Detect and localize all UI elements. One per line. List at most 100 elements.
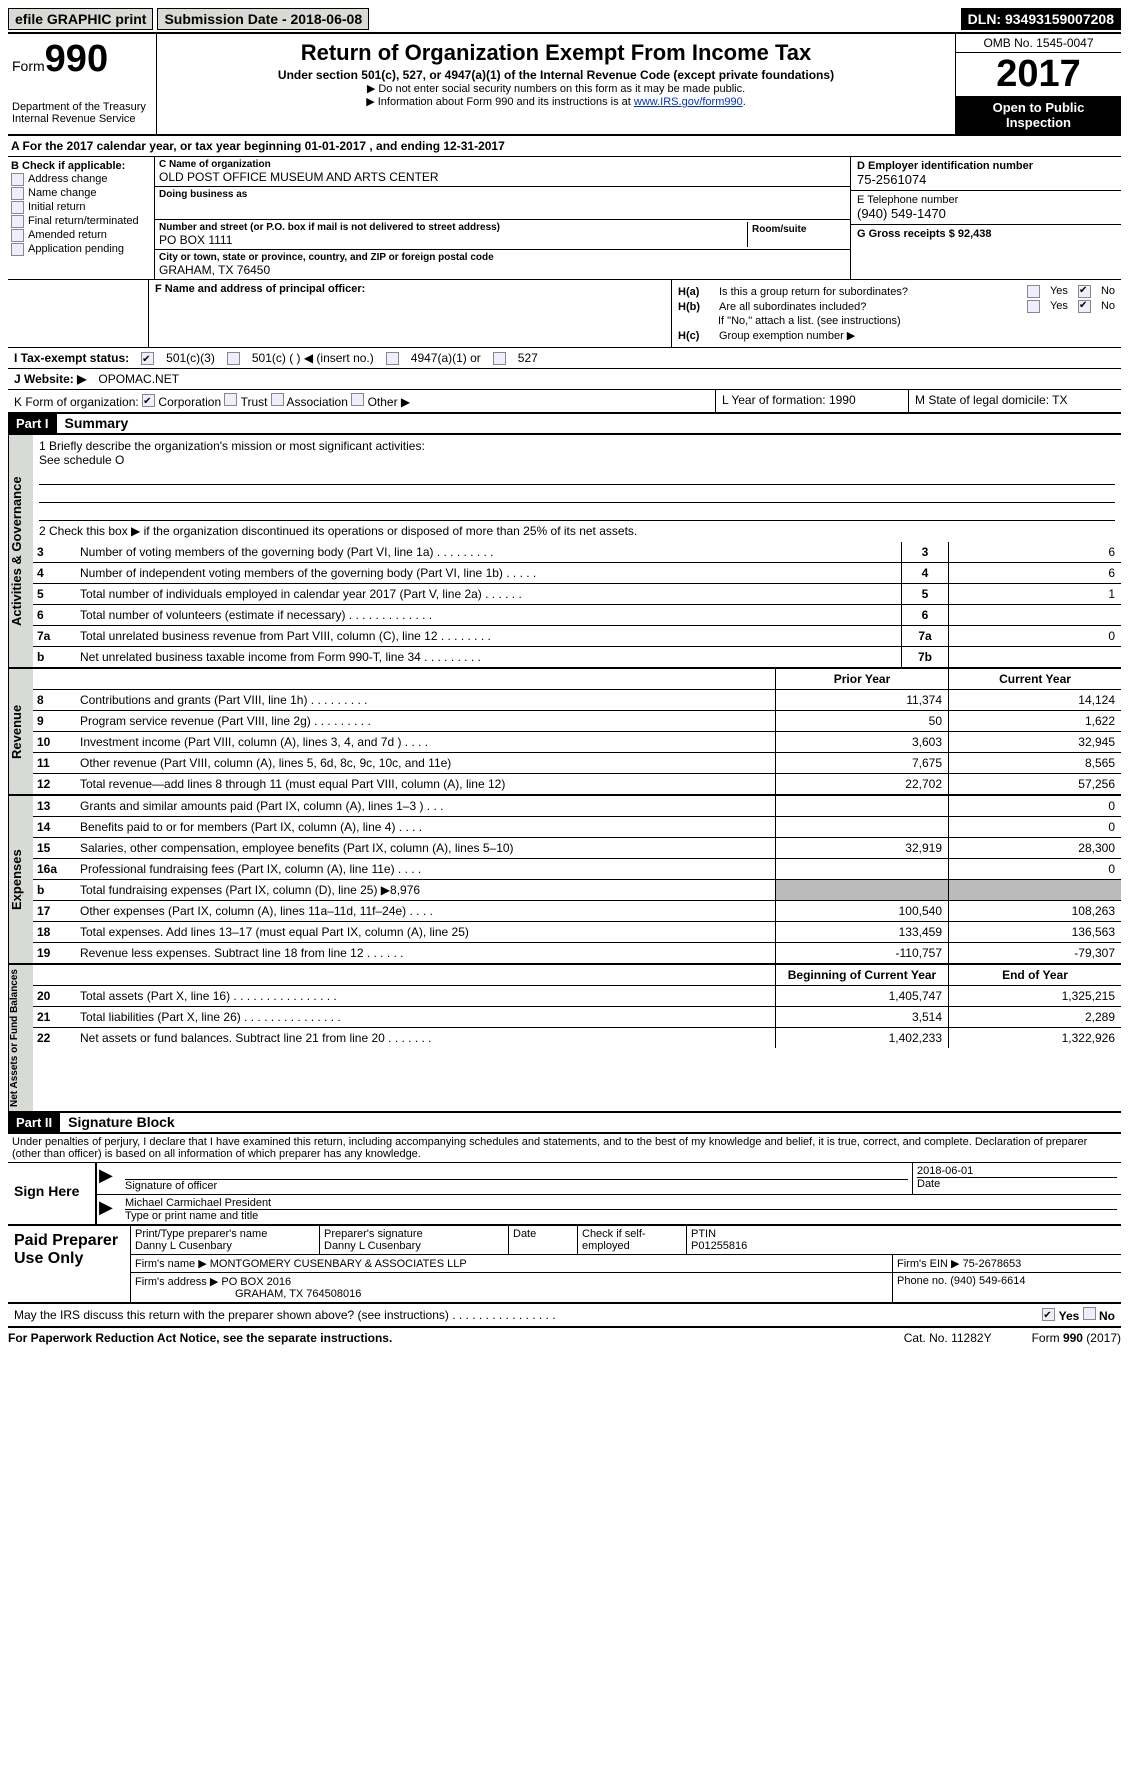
q1-label: 1 Briefly describe the organization's mi… (39, 439, 1115, 453)
cb-initial-return[interactable] (11, 201, 24, 214)
row-fh: F Name and address of principal officer:… (8, 280, 1121, 348)
table-row: 11Other revenue (Part VIII, column (A), … (33, 753, 1121, 774)
cb-assoc[interactable] (271, 393, 284, 406)
dept-label: Department of the Treasury (12, 101, 152, 113)
ha-no[interactable] (1078, 285, 1091, 298)
col-b: B Check if applicable: Address change Na… (8, 157, 155, 279)
row-k: K Form of organization: Corporation Trus… (8, 390, 1121, 414)
dln-box: DLN: 93493159007208 (961, 8, 1121, 30)
q2-label: 2 Check this box ▶ if the organization d… (39, 524, 1115, 538)
cb-corp[interactable] (142, 394, 155, 407)
tax-year: 2017 (956, 53, 1121, 96)
cb-4947[interactable] (386, 352, 399, 365)
sign-here-label: Sign Here (8, 1163, 95, 1224)
part2-header: Part IISignature Block (8, 1113, 1121, 1134)
table-row: 20Total assets (Part X, line 16) . . . .… (33, 986, 1121, 1007)
table-row: 14Benefits paid to or for members (Part … (33, 817, 1121, 838)
hb-yes[interactable] (1027, 300, 1040, 313)
city-label: City or town, state or province, country… (159, 252, 846, 263)
discuss-yes[interactable] (1042, 1308, 1055, 1321)
table-row: 17Other expenses (Part IX, column (A), l… (33, 901, 1121, 922)
form-number: 990 (45, 38, 108, 80)
cb-amended[interactable] (11, 229, 24, 242)
efile-box: efile GRAPHIC print (8, 8, 153, 30)
tab-activities: Activities & Governance (8, 435, 33, 667)
ha-yes[interactable] (1027, 285, 1040, 298)
cb-501c[interactable] (227, 352, 240, 365)
website-value: OPOMAC.NET (98, 372, 179, 386)
table-row: 18Total expenses. Add lines 13–17 (must … (33, 922, 1121, 943)
ein-value: 75-2561074 (857, 172, 1115, 187)
omb-number: OMB No. 1545-0047 (956, 34, 1121, 53)
header-center: Return of Organization Exempt From Incom… (157, 34, 955, 134)
table-row: 6Total number of volunteers (estimate if… (33, 605, 1121, 626)
org-name-label: C Name of organization (159, 159, 846, 170)
table-row: bNet unrelated business taxable income f… (33, 647, 1121, 667)
room-label: Room/suite (752, 224, 842, 235)
cb-501c3[interactable] (141, 352, 154, 365)
table-row: 22Net assets or fund balances. Subtract … (33, 1028, 1121, 1048)
org-name: OLD POST OFFICE MUSEUM AND ARTS CENTER (159, 170, 846, 184)
table-row: 16aProfessional fundraising fees (Part I… (33, 859, 1121, 880)
ein-label: D Employer identification number (857, 160, 1115, 172)
cb-527[interactable] (493, 352, 506, 365)
street-value: PO BOX 1111 (159, 233, 747, 247)
cb-app-pending[interactable] (11, 243, 24, 256)
table-row: 13Grants and similar amounts paid (Part … (33, 796, 1121, 817)
table-row: 9Program service revenue (Part VIII, lin… (33, 711, 1121, 732)
table-row: 3Number of voting members of the governi… (33, 542, 1121, 563)
cb-final-return[interactable] (11, 215, 24, 228)
revenue-section: Revenue Prior YearCurrent Year 8Contribu… (8, 669, 1121, 796)
table-row: 8Contributions and grants (Part VIII, li… (33, 690, 1121, 711)
table-row: 4Number of independent voting members of… (33, 563, 1121, 584)
irs-label: Internal Revenue Service (12, 113, 152, 125)
discuss-row: May the IRS discuss this return with the… (8, 1304, 1121, 1328)
expenses-section: Expenses 13Grants and similar amounts pa… (8, 796, 1121, 965)
table-row: bTotal fundraising expenses (Part IX, co… (33, 880, 1121, 901)
header-left: Form990 Department of the Treasury Inter… (8, 34, 157, 134)
cb-trust[interactable] (224, 393, 237, 406)
col-d: D Employer identification number 75-2561… (850, 157, 1121, 279)
discuss-no[interactable] (1083, 1307, 1096, 1320)
table-row: 12Total revenue—add lines 8 through 11 (… (33, 774, 1121, 794)
hb-no[interactable] (1078, 300, 1091, 313)
col-h: H(a)Is this a group return for subordina… (672, 280, 1121, 347)
q1-answer: See schedule O (39, 453, 1115, 467)
line-i: I Tax-exempt status: 501(c)(3) 501(c) ( … (8, 348, 1121, 369)
footer: For Paperwork Reduction Act Notice, see … (8, 1328, 1121, 1348)
header-sub1: Under section 501(c), 527, or 4947(a)(1)… (161, 68, 951, 82)
phone-label: E Telephone number (857, 194, 1115, 206)
open-inspection: Open to Public Inspection (956, 96, 1121, 134)
cb-other[interactable] (351, 393, 364, 406)
declaration: Under penalties of perjury, I declare th… (8, 1134, 1121, 1163)
col-c: C Name of organization OLD POST OFFICE M… (155, 157, 850, 279)
cb-name-change[interactable] (11, 187, 24, 200)
section-a: A For the 2017 calendar year, or tax yea… (8, 136, 1121, 157)
tab-netassets: Net Assets or Fund Balances (8, 965, 33, 1111)
paid-preparer-section: Paid Preparer Use Only Print/Type prepar… (8, 1226, 1121, 1304)
part1-header: Part ISummary (8, 414, 1121, 435)
sign-section: Sign Here ▶ Signature of officer 2018-06… (8, 1163, 1121, 1226)
tab-revenue: Revenue (8, 669, 33, 794)
city-value: GRAHAM, TX 76450 (159, 263, 846, 277)
activities-section: Activities & Governance 1 Briefly descri… (8, 435, 1121, 669)
phone-value: (940) 549-1470 (857, 206, 1115, 221)
table-row: 5Total number of individuals employed in… (33, 584, 1121, 605)
dba-label: Doing business as (159, 189, 846, 200)
cb-address-change[interactable] (11, 173, 24, 186)
netassets-section: Net Assets or Fund Balances Beginning of… (8, 965, 1121, 1113)
header-sub3: ▶ Information about Form 990 and its ins… (161, 95, 951, 108)
header-sub2: ▶ Do not enter social security numbers o… (161, 82, 951, 95)
table-row: 15Salaries, other compensation, employee… (33, 838, 1121, 859)
table-row: 21Total liabilities (Part X, line 26) . … (33, 1007, 1121, 1028)
state-domicile: M State of legal domicile: TX (909, 390, 1121, 412)
irs-link[interactable]: www.IRS.gov/form990 (634, 96, 743, 108)
table-row: 19Revenue less expenses. Subtract line 1… (33, 943, 1121, 963)
info-grid: B Check if applicable: Address change Na… (8, 157, 1121, 280)
header-row: Form990 Department of the Treasury Inter… (8, 32, 1121, 136)
page-title: Return of Organization Exempt From Incom… (161, 40, 951, 66)
top-bar: efile GRAPHIC print Submission Date - 20… (8, 8, 1121, 30)
form-label: Form (12, 58, 45, 74)
gross-receipts: G Gross receipts $ 92,438 (857, 228, 1115, 240)
year-formation: L Year of formation: 1990 (716, 390, 909, 412)
